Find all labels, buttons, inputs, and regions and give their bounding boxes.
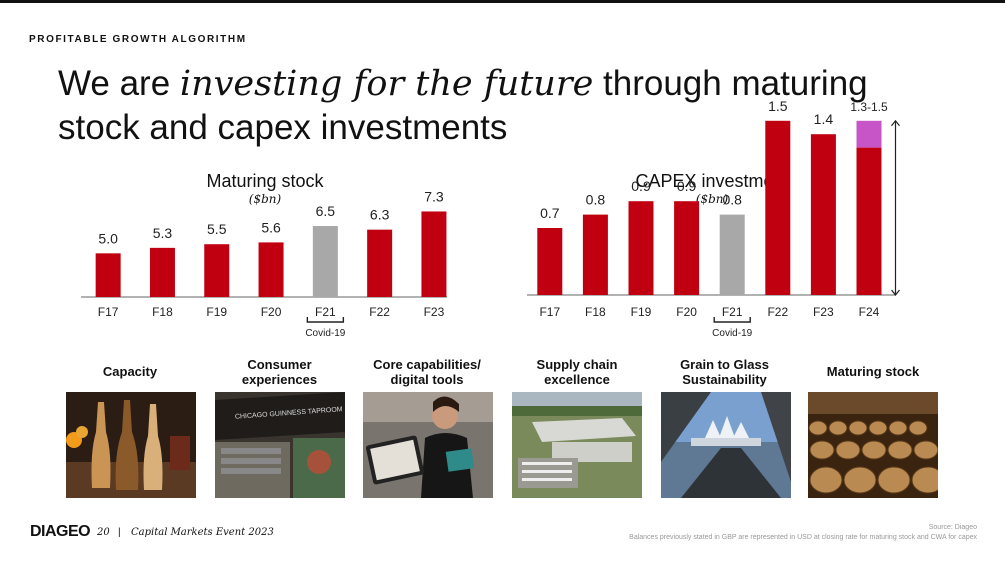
maturing-stock-tick-label: F18 [152,305,173,319]
pillar-label-consumer-experiences: Consumer experiences [241,357,318,387]
capex-tick-label: F18 [585,305,606,319]
maturing-stock-chart-title: Maturing stock [206,171,324,191]
maturing-stock-value-label: 5.0 [98,230,118,246]
maturing-stock-tick-label: F20 [261,305,282,319]
capex-tick-label: F20 [676,305,697,319]
maturing-stock-covid-label: Covid-19 [305,328,345,339]
charts-canvas: 5.0 F17 5.3 F18 5.5 F19 5.6 F20 6.5 F21 Covid-19 6.… [81,98,900,339]
maturing-stock-bar-f23 [421,211,447,297]
title-emphasis: investing for the future [179,64,594,104]
capex-tick-label: F17 [539,305,560,319]
capex-bar-f17 [537,228,563,295]
consumer-experiences-photo: CHICAGO GUINNESS TAPROOM [215,392,345,498]
capex-tick-label: F24 [859,305,880,319]
maturing-stock-chart-unit: ($bn) [248,192,282,206]
maturing-stock-bar-f20 [258,242,284,297]
capex-value-label: 1.4 [814,111,834,127]
capex-range-arrow-up [891,119,900,127]
event-name: Capital Markets Event 2023 [131,527,274,538]
maturing-stock-bar-f21 [312,226,338,297]
capex-bar-f23 [810,134,836,295]
maturing-stock-value-label: 5.6 [261,219,281,235]
capex-value-label: 0.9 [631,178,651,194]
maturing-stock-photo [808,392,938,498]
supply-chain-photo [512,392,642,498]
section-label: PROFITABLE GROWTH ALGORITHM [29,34,247,45]
capex-chart-title: CAPEX investment [635,171,789,191]
capex-covid-label: Covid-19 [712,328,752,339]
maturing-stock-value-label: 6.3 [370,207,390,223]
maturing-stock-bar-f18 [149,247,175,297]
capex-tick-label: F21 [722,305,743,319]
capex-bar-f19 [628,201,654,295]
maturing-stock-tick-label: F23 [424,305,445,319]
top-rule [0,0,1005,3]
capex-tick-label: F19 [631,305,652,319]
maturing-stock-tick-label: F22 [369,305,390,319]
capex-bar-f24 [856,147,882,295]
maturing-stock-value-label: 5.5 [207,221,227,237]
currency-note: Balances previously stated in GBP are re… [629,534,977,541]
capex-bar-f22 [765,120,791,295]
title-part-2: through maturing stock and capex investm… [58,64,868,147]
capex-value-label: 1.5 [768,98,788,114]
capex-value-label: 0.9 [677,178,697,194]
capex-tick-label: F22 [767,305,788,319]
capex-chart-unit: ($bn) [695,192,729,206]
title-part-1: We are [58,64,180,103]
sustainability-photo [661,392,791,498]
pillar-label-capacity: Capacity [102,364,158,379]
pillar-label-maturing-stock: Maturing stock [826,364,920,379]
capex-bar-f18 [582,214,608,295]
maturing-stock-value-label: 5.3 [153,225,173,241]
capex-value-label: 1.3-1.5 [850,100,888,114]
maturing-stock-tick-label: F21 [315,305,336,319]
capex-value-label: 0.8 [722,192,742,208]
core-capabilities-photo [363,392,493,498]
source-note: Source: Diageo [928,524,977,531]
footer-separator: | [118,527,121,538]
capacity-photo [66,392,196,498]
page-title: We are investing for the future through … [58,62,958,150]
maturing-stock-value-label: 6.5 [316,203,336,219]
maturing-stock-value-label: 7.3 [424,188,444,204]
maturing-stock-bar-f22 [367,229,393,297]
maturing-stock-covid-bracket [306,317,345,323]
pillar-label-core-capabilities: Core capabilities/ digital tools [373,357,481,387]
capex-bar-f21 [719,214,745,295]
pillar-label-sustainability: Grain to Glass Sustainability [680,357,769,387]
maturing-stock-tick-label: F17 [98,305,119,319]
capex-covid-bracket [713,317,751,323]
page-number: 20 [97,527,110,538]
capex-range-bar-f24 [856,120,882,148]
maturing-stock-bar-f19 [204,244,230,297]
capex-tick-label: F23 [813,305,834,319]
capex-range-arrow-down [891,289,900,296]
capex-value-label: 0.8 [586,192,606,208]
maturing-stock-tick-label: F19 [206,305,227,319]
capex-bar-f20 [674,201,700,295]
diageo-logo: DIAGEO [30,523,91,540]
maturing-stock-bar-f17 [95,253,121,297]
capex-value-label: 0.7 [540,205,560,221]
pillar-label-supply-chain: Supply chain excellence [536,357,618,387]
